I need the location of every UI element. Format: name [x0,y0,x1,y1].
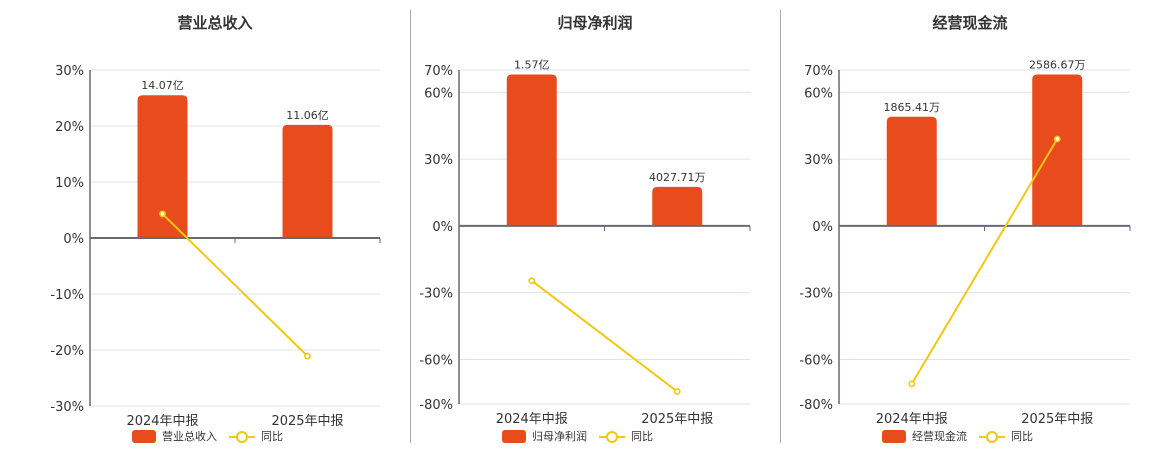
operating-cashflow-chart-panel: 经营现金流 70% 60% 30% 0% -30% -60% -80% 1865.41万 202… [780,0,1160,450]
y-tick-label: -30% [419,287,453,302]
y-tick-label: 20% [55,120,84,135]
x-category-label: 2025年中报 [641,412,713,427]
y-tick-label: -10% [50,288,84,303]
chart-legend: 经营现金流 同比 [882,428,1033,444]
bar-value-label: 2586.67万 [1029,58,1086,71]
y-tick-label: 0% [432,220,453,235]
x-category-label: 2024年中报 [126,414,198,429]
legend-bar-label[interactable]: 营业总收入 [162,430,217,443]
y-tick-label: -80% [799,398,833,413]
panel-divider [780,10,781,443]
bar[interactable] [137,95,188,238]
bar-legend-swatch-icon [502,429,526,443]
legend-line-label[interactable]: 同比 [631,430,653,443]
y-tick-label: 70% [804,64,833,79]
x-category-label: 2025年中报 [1021,412,1093,427]
bar[interactable] [1032,74,1083,226]
bar-value-label: 4027.71万 [649,171,706,184]
chart-title: 营业总收入 [177,14,253,32]
net-profit-plot: 70% 60% 30% 0% -30% -60% -80% 1.57亿 2024年中报 4027.… [419,58,751,427]
x-category-label: 2024年中报 [496,412,568,427]
x-category-label: 2025年中报 [271,414,343,429]
y-tick-label: 0% [63,232,84,247]
yoy-line [910,138,1059,385]
line-legend-marker-icon [599,430,625,443]
x-category-label: 2024年中报 [876,412,948,427]
y-tick-label: -30% [50,400,84,415]
yoy-point-marker-icon[interactable] [673,388,681,395]
legend-line-label[interactable]: 同比 [261,430,283,443]
bar-value-label: 11.06亿 [286,109,329,122]
bar-legend-swatch-icon [132,429,156,443]
chart-title: 归母净利润 [557,14,633,32]
line-legend-marker-icon [979,430,1005,443]
revenue-plot: 30% 20% 10% 0% -10% -20% -30% 14.07亿 2024年中报 11.0… [50,64,381,429]
bar-legend-swatch-icon [882,429,906,443]
y-tick-label: 30% [804,153,833,168]
line-legend-marker-icon [229,430,255,443]
yoy-point-marker-icon[interactable] [159,210,166,218]
legend-bar-label[interactable]: 归母净利润 [532,430,587,443]
y-tick-label: 60% [424,86,453,101]
bar-value-label: 1.57亿 [514,58,550,71]
y-tick-label: -20% [50,344,84,359]
chart-legend: 营业总收入 同比 [132,428,283,444]
y-tick-label: -80% [419,398,453,413]
y-tick-label: 30% [55,64,84,79]
bar[interactable] [282,124,333,238]
yoy-line [531,279,678,393]
y-tick-label: -60% [419,353,453,368]
bar-value-label: 1865.41万 [884,101,941,114]
yoy-line [161,213,309,357]
bar[interactable] [506,74,557,226]
legend-line-label[interactable]: 同比 [1011,430,1033,443]
y-tick-label: 70% [424,64,453,79]
y-tick-label: 30% [424,153,453,168]
y-tick-label: 10% [55,176,84,191]
y-tick-label: 0% [812,220,833,235]
yoy-point-marker-icon[interactable] [528,277,536,285]
net-profit-chart-panel: 归母净利润 70% 60% 30% 0% -30% -60% -80% 1.57亿 2024年中… [410,0,780,450]
y-tick-label: 60% [804,86,833,101]
panel-divider [410,10,411,443]
operating-cashflow-plot: 70% 60% 30% 0% -30% -60% -80% 1865.41万 2024年中报 25… [799,58,1131,427]
revenue-chart-panel: 营业总收入 30% 20% 10% 0% -10% -20% -30% 14.07亿 2024年… [0,0,410,450]
yoy-point-marker-icon[interactable] [1053,135,1061,143]
legend-bar-label[interactable]: 经营现金流 [912,430,967,443]
bar[interactable] [652,186,703,226]
y-tick-label: -30% [799,287,833,302]
yoy-point-marker-icon[interactable] [304,352,311,360]
bar[interactable] [886,116,937,226]
chart-title: 经营现金流 [932,14,1008,32]
y-tick-label: -60% [799,353,833,368]
yoy-point-marker-icon[interactable] [908,380,916,388]
bar-value-label: 14.07亿 [141,79,184,92]
chart-legend: 归母净利润 同比 [502,428,653,444]
